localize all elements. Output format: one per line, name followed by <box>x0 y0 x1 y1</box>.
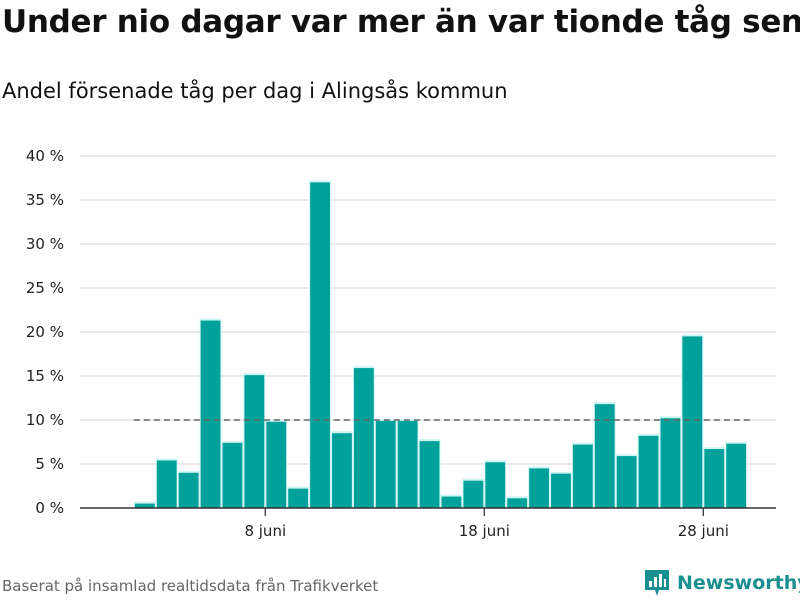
bar <box>332 433 352 508</box>
bar <box>572 444 593 508</box>
y-tick-label: 35 % <box>26 191 64 209</box>
y-tick-label: 0 % <box>35 499 64 517</box>
y-tick-label: 25 % <box>26 279 64 297</box>
bar <box>660 418 681 508</box>
gridlines <box>80 155 776 465</box>
bar <box>704 449 725 508</box>
y-tick-label: 5 % <box>35 455 64 473</box>
y-axis-ticks: 0 % 5 % 10 % 15 % 20 % 25 % 30 % 35 % 40 % <box>26 147 64 517</box>
bar <box>726 443 747 508</box>
bar <box>244 375 265 508</box>
bar <box>266 421 287 508</box>
bar <box>310 182 330 508</box>
bar <box>353 368 374 508</box>
y-tick-label: 15 % <box>26 367 64 385</box>
chart-subtitle: Andel försenade tåg per dag i Alingsås k… <box>2 79 508 103</box>
bar <box>594 404 615 508</box>
source-note: Baserat på insamlad realtidsdata från Tr… <box>2 577 379 595</box>
bar <box>288 488 309 508</box>
bar <box>156 460 177 508</box>
bars <box>133 180 748 508</box>
chart-title: Under nio dagar var mer än var tionde tå… <box>2 4 800 40</box>
newsworthy-logo-icon <box>645 570 669 596</box>
bar <box>682 336 703 508</box>
bar <box>616 456 637 508</box>
bar <box>551 473 571 508</box>
bar <box>178 472 199 508</box>
y-tick-label: 10 % <box>26 411 64 429</box>
bar <box>419 441 440 508</box>
bar <box>222 442 243 508</box>
x-axis: 8 juni 18 juni 28 juni <box>80 507 776 540</box>
y-tick-label: 40 % <box>26 147 64 165</box>
bar <box>485 462 506 508</box>
y-tick-label: 30 % <box>26 235 64 253</box>
bar <box>638 435 659 508</box>
bar <box>507 498 528 508</box>
bar <box>134 503 155 508</box>
x-tick-label: 8 juni <box>244 522 286 540</box>
bar <box>463 480 484 508</box>
y-tick-label: 20 % <box>26 323 64 341</box>
x-tick-label: 18 juni <box>459 522 510 540</box>
bar <box>441 496 462 508</box>
brand-logo: Newsworthy <box>643 568 800 598</box>
brand-name: Newsworthy <box>677 572 800 594</box>
bar <box>397 420 418 508</box>
bar <box>529 468 549 508</box>
bar <box>200 320 221 508</box>
x-tick-label: 28 juni <box>678 522 729 540</box>
bar <box>375 420 396 508</box>
